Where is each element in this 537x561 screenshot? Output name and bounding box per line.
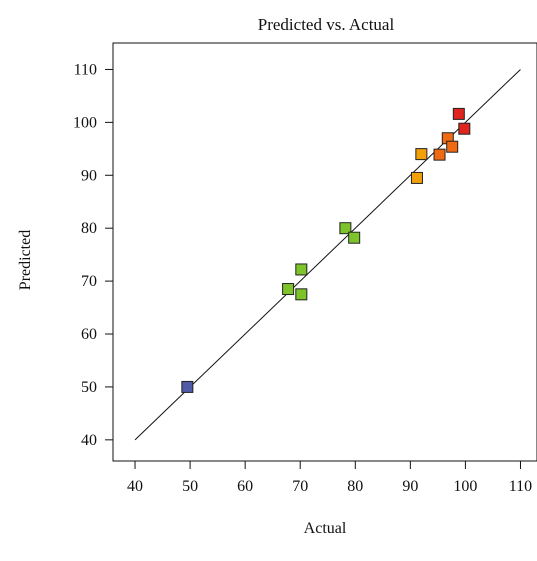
- x-tick-label: 100: [453, 478, 477, 495]
- reference-line: [134, 69, 521, 441]
- data-point: [181, 380, 194, 393]
- y-tick-label: 110: [74, 61, 97, 78]
- data-point: [348, 231, 361, 244]
- data-point: [433, 148, 446, 161]
- reference-line-group: [134, 69, 521, 441]
- y-tick-label: 70: [81, 273, 97, 290]
- data-point: [295, 263, 308, 276]
- chart-title: Predicted vs. Actual: [258, 15, 395, 34]
- data-point: [452, 107, 465, 120]
- x-axis-label: Actual: [304, 520, 347, 537]
- data-point: [295, 288, 308, 301]
- x-tick-label: 50: [182, 478, 198, 495]
- data-point: [415, 148, 428, 161]
- data-point: [339, 222, 352, 235]
- y-tick-label: 80: [81, 220, 97, 237]
- x-tick-label: 110: [509, 478, 532, 495]
- y-axis: 40 50 60 70 80 90 100 110: [73, 61, 113, 449]
- x-tick-label: 70: [292, 478, 308, 495]
- x-axis: 40 50 60 70 80 90 100 110: [127, 461, 532, 495]
- data-point: [446, 140, 459, 153]
- x-tick-label: 60: [237, 478, 253, 495]
- x-tick-label: 90: [402, 478, 418, 495]
- x-tick-label: 80: [347, 478, 363, 495]
- y-tick-label: 100: [73, 114, 97, 131]
- y-tick-label: 60: [81, 326, 97, 343]
- y-tick-label: 90: [81, 167, 97, 184]
- data-point: [458, 122, 471, 135]
- plot-frame: [112, 42, 537, 462]
- y-tick-label: 40: [81, 432, 97, 449]
- data-point: [282, 283, 295, 296]
- points-group: [181, 107, 471, 393]
- y-axis-label: Predicted: [17, 230, 34, 290]
- x-tick-label: 40: [127, 478, 143, 495]
- y-tick-label: 50: [81, 379, 97, 396]
- data-point: [410, 171, 423, 184]
